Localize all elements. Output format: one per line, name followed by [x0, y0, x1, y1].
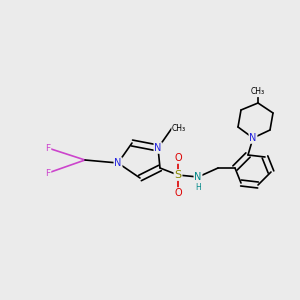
Text: CH₃: CH₃ [172, 124, 186, 133]
Text: N: N [249, 133, 257, 143]
Text: N: N [194, 172, 202, 182]
Text: F: F [45, 169, 51, 178]
Text: N: N [114, 158, 122, 168]
Text: S: S [174, 170, 182, 180]
Text: O: O [174, 188, 182, 198]
Text: CH₃: CH₃ [251, 88, 265, 97]
Text: N: N [154, 143, 162, 153]
Text: F: F [45, 143, 51, 152]
Text: O: O [174, 153, 182, 163]
Text: H: H [195, 182, 201, 191]
